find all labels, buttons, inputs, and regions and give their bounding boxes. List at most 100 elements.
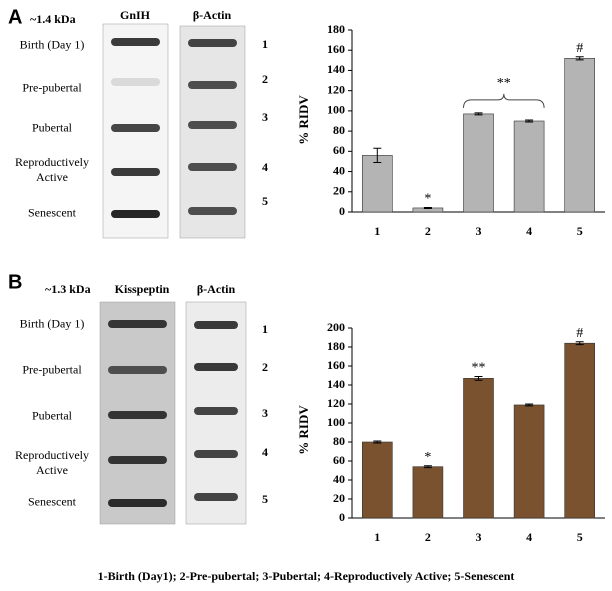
band: [194, 493, 238, 501]
lane-number: 2: [262, 360, 268, 374]
lane-number: 1: [262, 322, 268, 336]
error-bar: [474, 375, 483, 381]
panel-letter: A: [8, 6, 22, 28]
stage-label: Pre-pubertal: [22, 362, 82, 377]
band: [188, 207, 237, 215]
bar: [463, 378, 494, 519]
y-tick-label: 180: [327, 22, 345, 36]
band: [108, 499, 167, 507]
error-bar: [474, 112, 483, 116]
y-tick-label: 100: [327, 415, 345, 429]
error-bar: [525, 403, 534, 407]
lane-number: 4: [262, 160, 268, 174]
x-tick-label: 1: [374, 530, 380, 544]
y-tick-label: 60: [333, 453, 345, 467]
error-bar: [423, 465, 432, 469]
group-annotation: **: [497, 76, 511, 91]
stage-label: Senescent: [28, 494, 76, 509]
y-tick-label: 120: [327, 82, 345, 96]
y-tick-label: 20: [333, 184, 345, 198]
bracket: [463, 93, 545, 108]
bar: [564, 342, 596, 519]
stage-label: Birth (Day 1): [19, 316, 85, 331]
stage-label: Birth (Day 1): [19, 37, 85, 52]
bar: [361, 441, 393, 519]
mw-label: ~1.3 kDa: [45, 282, 91, 296]
panel-letter: B: [8, 271, 22, 293]
error-bar: [373, 440, 382, 444]
y-tick-label: 60: [333, 143, 345, 157]
bar: [361, 155, 393, 213]
y-tick-label: 80: [333, 434, 345, 448]
blot-label: GnIH: [120, 8, 151, 22]
band: [111, 168, 160, 176]
annotation: *: [424, 192, 431, 207]
stage-label: Reproductively Active: [15, 155, 89, 184]
y-tick-label: 40: [333, 472, 345, 486]
annotation: #: [576, 41, 583, 56]
y-tick-label: 120: [327, 396, 345, 410]
band: [188, 121, 237, 129]
x-tick-label: 3: [476, 224, 482, 238]
blot-label: Kisspeptin: [115, 282, 170, 296]
blot-label: β-Actin: [197, 282, 236, 296]
bar: [412, 466, 444, 519]
band: [111, 124, 160, 132]
y-tick-label: 180: [327, 339, 345, 353]
band: [108, 366, 167, 374]
blot: [179, 25, 246, 239]
x-tick-label: 5: [577, 224, 583, 238]
x-tick-label: 1: [374, 224, 380, 238]
x-tick-label: 3: [476, 530, 482, 544]
band: [194, 363, 238, 371]
band: [194, 407, 238, 415]
x-tick-label: 5: [577, 530, 583, 544]
error-bar: [525, 119, 534, 123]
x-tick-label: 2: [425, 224, 431, 238]
band: [188, 81, 237, 89]
x-tick-label: 2: [425, 530, 431, 544]
band: [108, 456, 167, 464]
y-axis-label: % RIDV: [296, 95, 311, 145]
lane-number: 3: [262, 110, 268, 124]
y-tick-label: 160: [327, 42, 345, 56]
stage-label: Pubertal: [32, 408, 72, 423]
band: [194, 321, 238, 329]
band: [188, 163, 237, 171]
blot-label: β-Actin: [193, 8, 232, 22]
band: [194, 450, 238, 458]
y-tick-label: 200: [327, 320, 345, 334]
y-tick-label: 140: [327, 62, 345, 76]
error-bar: [423, 206, 432, 209]
stage-label: Senescent: [28, 205, 76, 220]
band: [111, 210, 160, 218]
x-tick-label: 4: [526, 224, 532, 238]
band: [108, 320, 167, 328]
bar: [513, 404, 545, 519]
annotation: **: [472, 361, 486, 376]
y-tick-label: 20: [333, 491, 345, 505]
y-tick-label: 100: [327, 103, 345, 117]
annotation: #: [576, 326, 583, 341]
caption: 1-Birth (Day1); 2-Pre-pubertal; 3-Pubert…: [98, 569, 515, 583]
lane-number: 5: [262, 492, 268, 506]
lane-number: 5: [262, 194, 268, 208]
band: [188, 39, 237, 47]
band: [111, 38, 160, 46]
lane-number: 1: [262, 37, 268, 51]
y-tick-label: 40: [333, 163, 345, 177]
band: [108, 411, 167, 419]
bar: [564, 58, 596, 213]
y-tick-label: 0: [339, 510, 345, 524]
annotation: *: [424, 450, 431, 465]
error-bar: [575, 341, 584, 346]
error-bar: [373, 147, 382, 163]
y-tick-label: 0: [339, 204, 345, 218]
band: [111, 78, 160, 86]
bar: [513, 120, 545, 213]
y-axis-label: % RIDV: [296, 405, 311, 455]
y-tick-label: 80: [333, 123, 345, 137]
y-tick-label: 160: [327, 358, 345, 372]
mw-label: ~1.4 kDa: [30, 12, 76, 26]
